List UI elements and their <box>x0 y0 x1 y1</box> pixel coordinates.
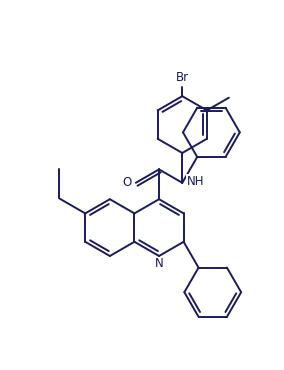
Text: O: O <box>122 176 131 189</box>
Text: NH: NH <box>187 175 204 188</box>
Text: N: N <box>155 258 163 270</box>
Text: Br: Br <box>176 71 189 84</box>
